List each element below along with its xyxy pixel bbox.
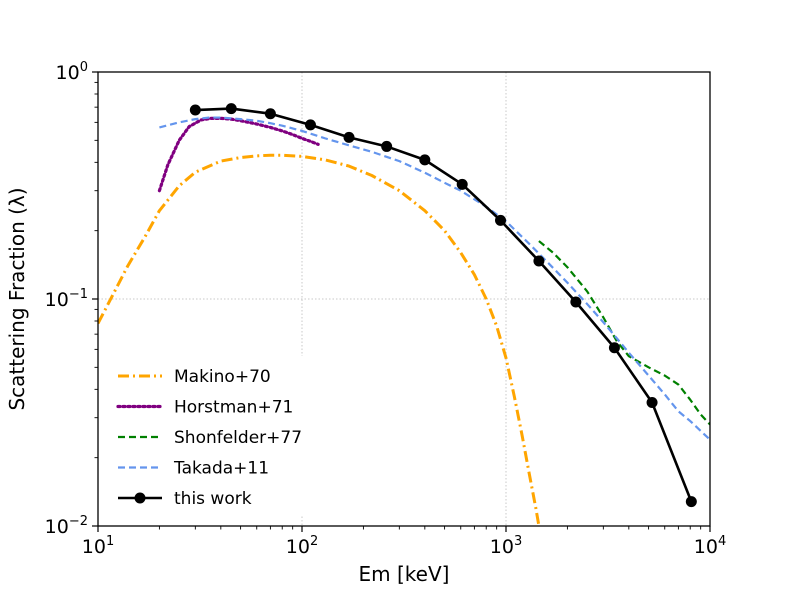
legend-label-this-work: this work [174,489,252,509]
series-point-this-work [381,140,393,152]
series-point-this-work [225,103,237,115]
legend: Makino+70 Horstman+71 Shonfelder+77 Takada+… [116,367,302,509]
series-point-this-work [608,342,620,354]
series-point-this-work [570,296,582,308]
series-point-this-work [264,108,276,120]
series-point-this-work [533,255,545,267]
series-line-this-work [195,107,693,503]
y-axis-label: Scattering Fraction (λ) [5,187,29,410]
series-line-horstman-71 [157,116,320,193]
legend-marker-this-work [134,492,146,504]
series-line-shonfelder-77 [538,240,710,426]
x-axis-label: Em [keV] [359,562,450,586]
legend-label-horstman-71: Horstman+71 [174,398,293,418]
series-point-this-work [456,178,468,190]
series-point-this-work [646,396,658,408]
series-point-this-work [343,131,355,143]
legend-label-makino-70: Makino+70 [174,367,271,387]
series-line-makino-70 [98,153,541,526]
legend-label-shonfelder-77: Shonfelder+77 [174,428,302,448]
series-layer [98,103,710,526]
series-point-this-work [304,119,316,131]
series-point-this-work [189,104,201,116]
series-point-this-work [419,154,431,166]
series-point-this-work [495,214,507,226]
series-point-this-work [685,496,697,508]
legend-label-takada-11: Takada+11 [173,459,269,479]
